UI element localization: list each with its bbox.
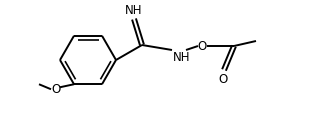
Text: O: O [218, 73, 228, 86]
Text: O: O [52, 83, 60, 96]
Text: O: O [197, 39, 207, 52]
Text: NH: NH [173, 51, 190, 64]
Text: NH: NH [125, 4, 143, 17]
